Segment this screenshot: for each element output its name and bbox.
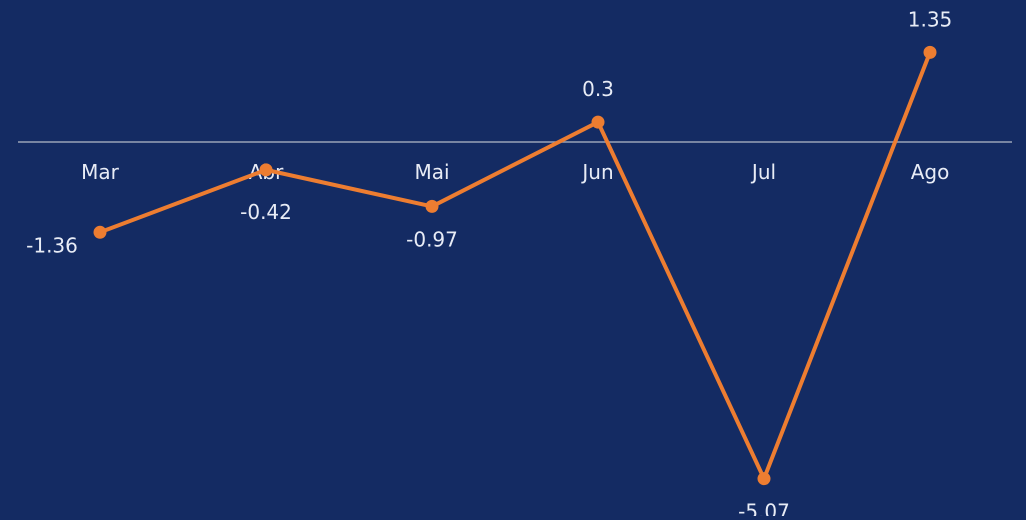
category-label-mar: Mar: [81, 160, 120, 184]
data-point-mar: [93, 225, 107, 239]
data-label-abr: -0.42: [240, 200, 292, 224]
data-label-jun: 0.3: [582, 77, 614, 101]
data-markers: [93, 45, 937, 486]
data-point-ago: [923, 45, 937, 59]
data-point-abr: [259, 163, 273, 177]
data-point-jul: [757, 472, 771, 486]
category-label-mai: Mai: [414, 160, 449, 184]
category-label-ago: Ago: [911, 160, 950, 184]
data-labels: -1.36 -0.42 -0.97 0.3 -5.07 1.35: [26, 7, 953, 520]
data-label-jul: -5.07: [738, 500, 790, 516]
category-label-jul: Jul: [750, 160, 776, 184]
series-line: [98, 50, 932, 481]
data-label-ago: 1.35: [908, 7, 953, 31]
data-point-jun: [591, 115, 605, 129]
data-label-mai: -0.97: [406, 227, 458, 251]
data-point-mai: [425, 199, 439, 213]
category-label-jun: Jun: [580, 160, 613, 184]
data-label-mar: -1.36: [26, 233, 78, 257]
